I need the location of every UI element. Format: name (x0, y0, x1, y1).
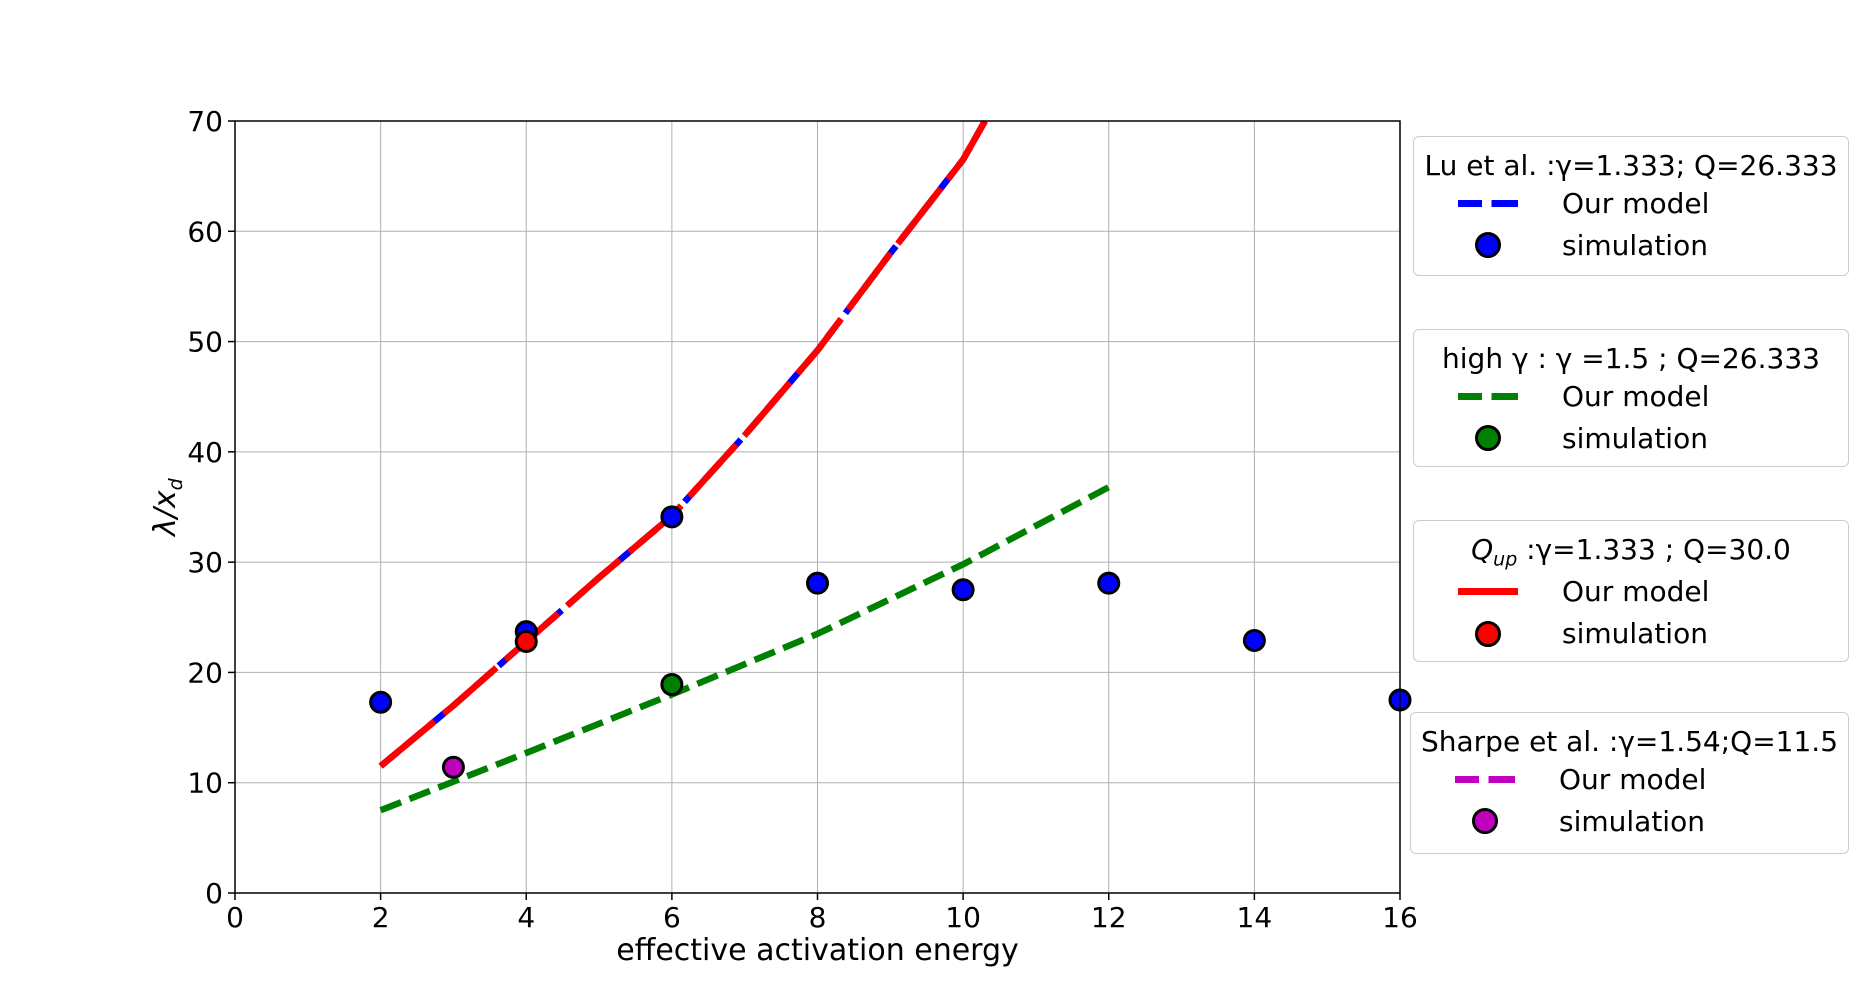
legend-label: Our model (1562, 186, 1710, 220)
lu-simulation-point (1097, 571, 1121, 595)
x-tick-label: 8 (809, 901, 827, 934)
y-axis-label: λ/xd (148, 478, 187, 536)
x-tick-label: 0 (226, 901, 244, 934)
lu-simulation-point (806, 571, 829, 595)
y-tick-label: 70 (187, 105, 223, 138)
y-tick-label: 10 (187, 767, 223, 800)
x-tick-label: 12 (1091, 901, 1127, 934)
legend-line-swatch (1458, 199, 1518, 207)
legend-label: simulation (1562, 421, 1708, 455)
legend-label: Our model (1559, 762, 1707, 796)
legend-line-swatch (1458, 392, 1518, 400)
y-axis-ticks: 0 10 20 30 40 50 60 70 (187, 105, 235, 910)
lu-legend: Lu et al. :γ=1.333; Q=26.333 Our model sim… (1413, 136, 1849, 276)
x-tick-label: 10 (945, 901, 981, 934)
y-tick-label: 60 (187, 215, 223, 248)
legend-label: Our model (1562, 575, 1710, 609)
model-lines (378, 121, 1111, 814)
x-tick-label: 16 (1382, 901, 1418, 934)
lu-model-line (378, 121, 988, 769)
legend-marker-swatch (1475, 232, 1501, 258)
legend-entry-model: Our model (1414, 375, 1848, 417)
legend-label: simulation (1562, 617, 1708, 651)
lu-simulation-point (951, 578, 975, 602)
y-tick-label: 50 (187, 326, 223, 359)
qup-model-line (378, 121, 988, 769)
legend-entry-simulation: simulation (1411, 800, 1848, 842)
grid-lines (234, 120, 1401, 894)
x-axis-ticks: 0 2 4 6 8 10 12 14 16 (226, 893, 1418, 934)
y-tick-label: 20 (187, 656, 223, 689)
legend-marker-swatch (1475, 425, 1501, 451)
x-tick-label: 14 (1237, 901, 1273, 934)
x-tick-label: 2 (372, 901, 390, 934)
sharpe-simulation-point (441, 755, 465, 779)
legend-entry-model: Our model (1414, 571, 1848, 613)
legend-title: Sharpe et al. :γ=1.54;Q=11.5 (1420, 725, 1839, 758)
legend-line-swatch (1458, 588, 1518, 596)
legend-title: Qup :γ=1.333 ; Q=30.0 (1471, 533, 1791, 571)
lu-simulation-point (369, 690, 393, 714)
high_gamma-simulation-point (660, 673, 684, 697)
x-tick-label: 4 (517, 901, 535, 934)
legend-line-swatch (1455, 775, 1515, 783)
high-gamma-legend: high γ : γ =1.5 ; Q=26.333 Our model simul… (1413, 329, 1849, 467)
legend-entry-model: Our model (1411, 758, 1848, 800)
legend-label: Our model (1562, 379, 1710, 413)
legend-entry-simulation: simulation (1414, 224, 1848, 266)
legend-title: high γ : γ =1.5 ; Q=26.333 (1442, 342, 1820, 375)
legend-entry-simulation: simulation (1414, 613, 1848, 655)
legend-label: simulation (1562, 228, 1708, 262)
y-tick-label: 30 (187, 546, 223, 579)
high_gamma-model-line (379, 484, 1111, 814)
legend-entry-simulation: simulation (1414, 417, 1848, 459)
qup-legend: Qup :γ=1.333 ; Q=30.0 Our model simulation (1413, 520, 1849, 662)
legend-label: simulation (1559, 804, 1705, 838)
legend-title: Lu et al. :γ=1.333; Q=26.333 (1424, 149, 1838, 182)
qup-simulation-point (514, 630, 538, 654)
sharpe-legend: Sharpe et al. :γ=1.54;Q=11.5 Our model sim… (1410, 712, 1849, 854)
y-tick-label: 0 (205, 877, 223, 910)
x-axis-label: effective activation energy (616, 933, 1019, 968)
x-tick-label: 6 (663, 901, 681, 934)
legend-marker-swatch (1472, 808, 1498, 834)
lu-simulation-point (660, 505, 684, 529)
legend-entry-model: Our model (1414, 182, 1848, 224)
legend-marker-swatch (1475, 620, 1501, 647)
lu-simulation-point (1242, 628, 1266, 652)
y-tick-label: 40 (187, 436, 223, 469)
simulation-points (369, 505, 1412, 779)
